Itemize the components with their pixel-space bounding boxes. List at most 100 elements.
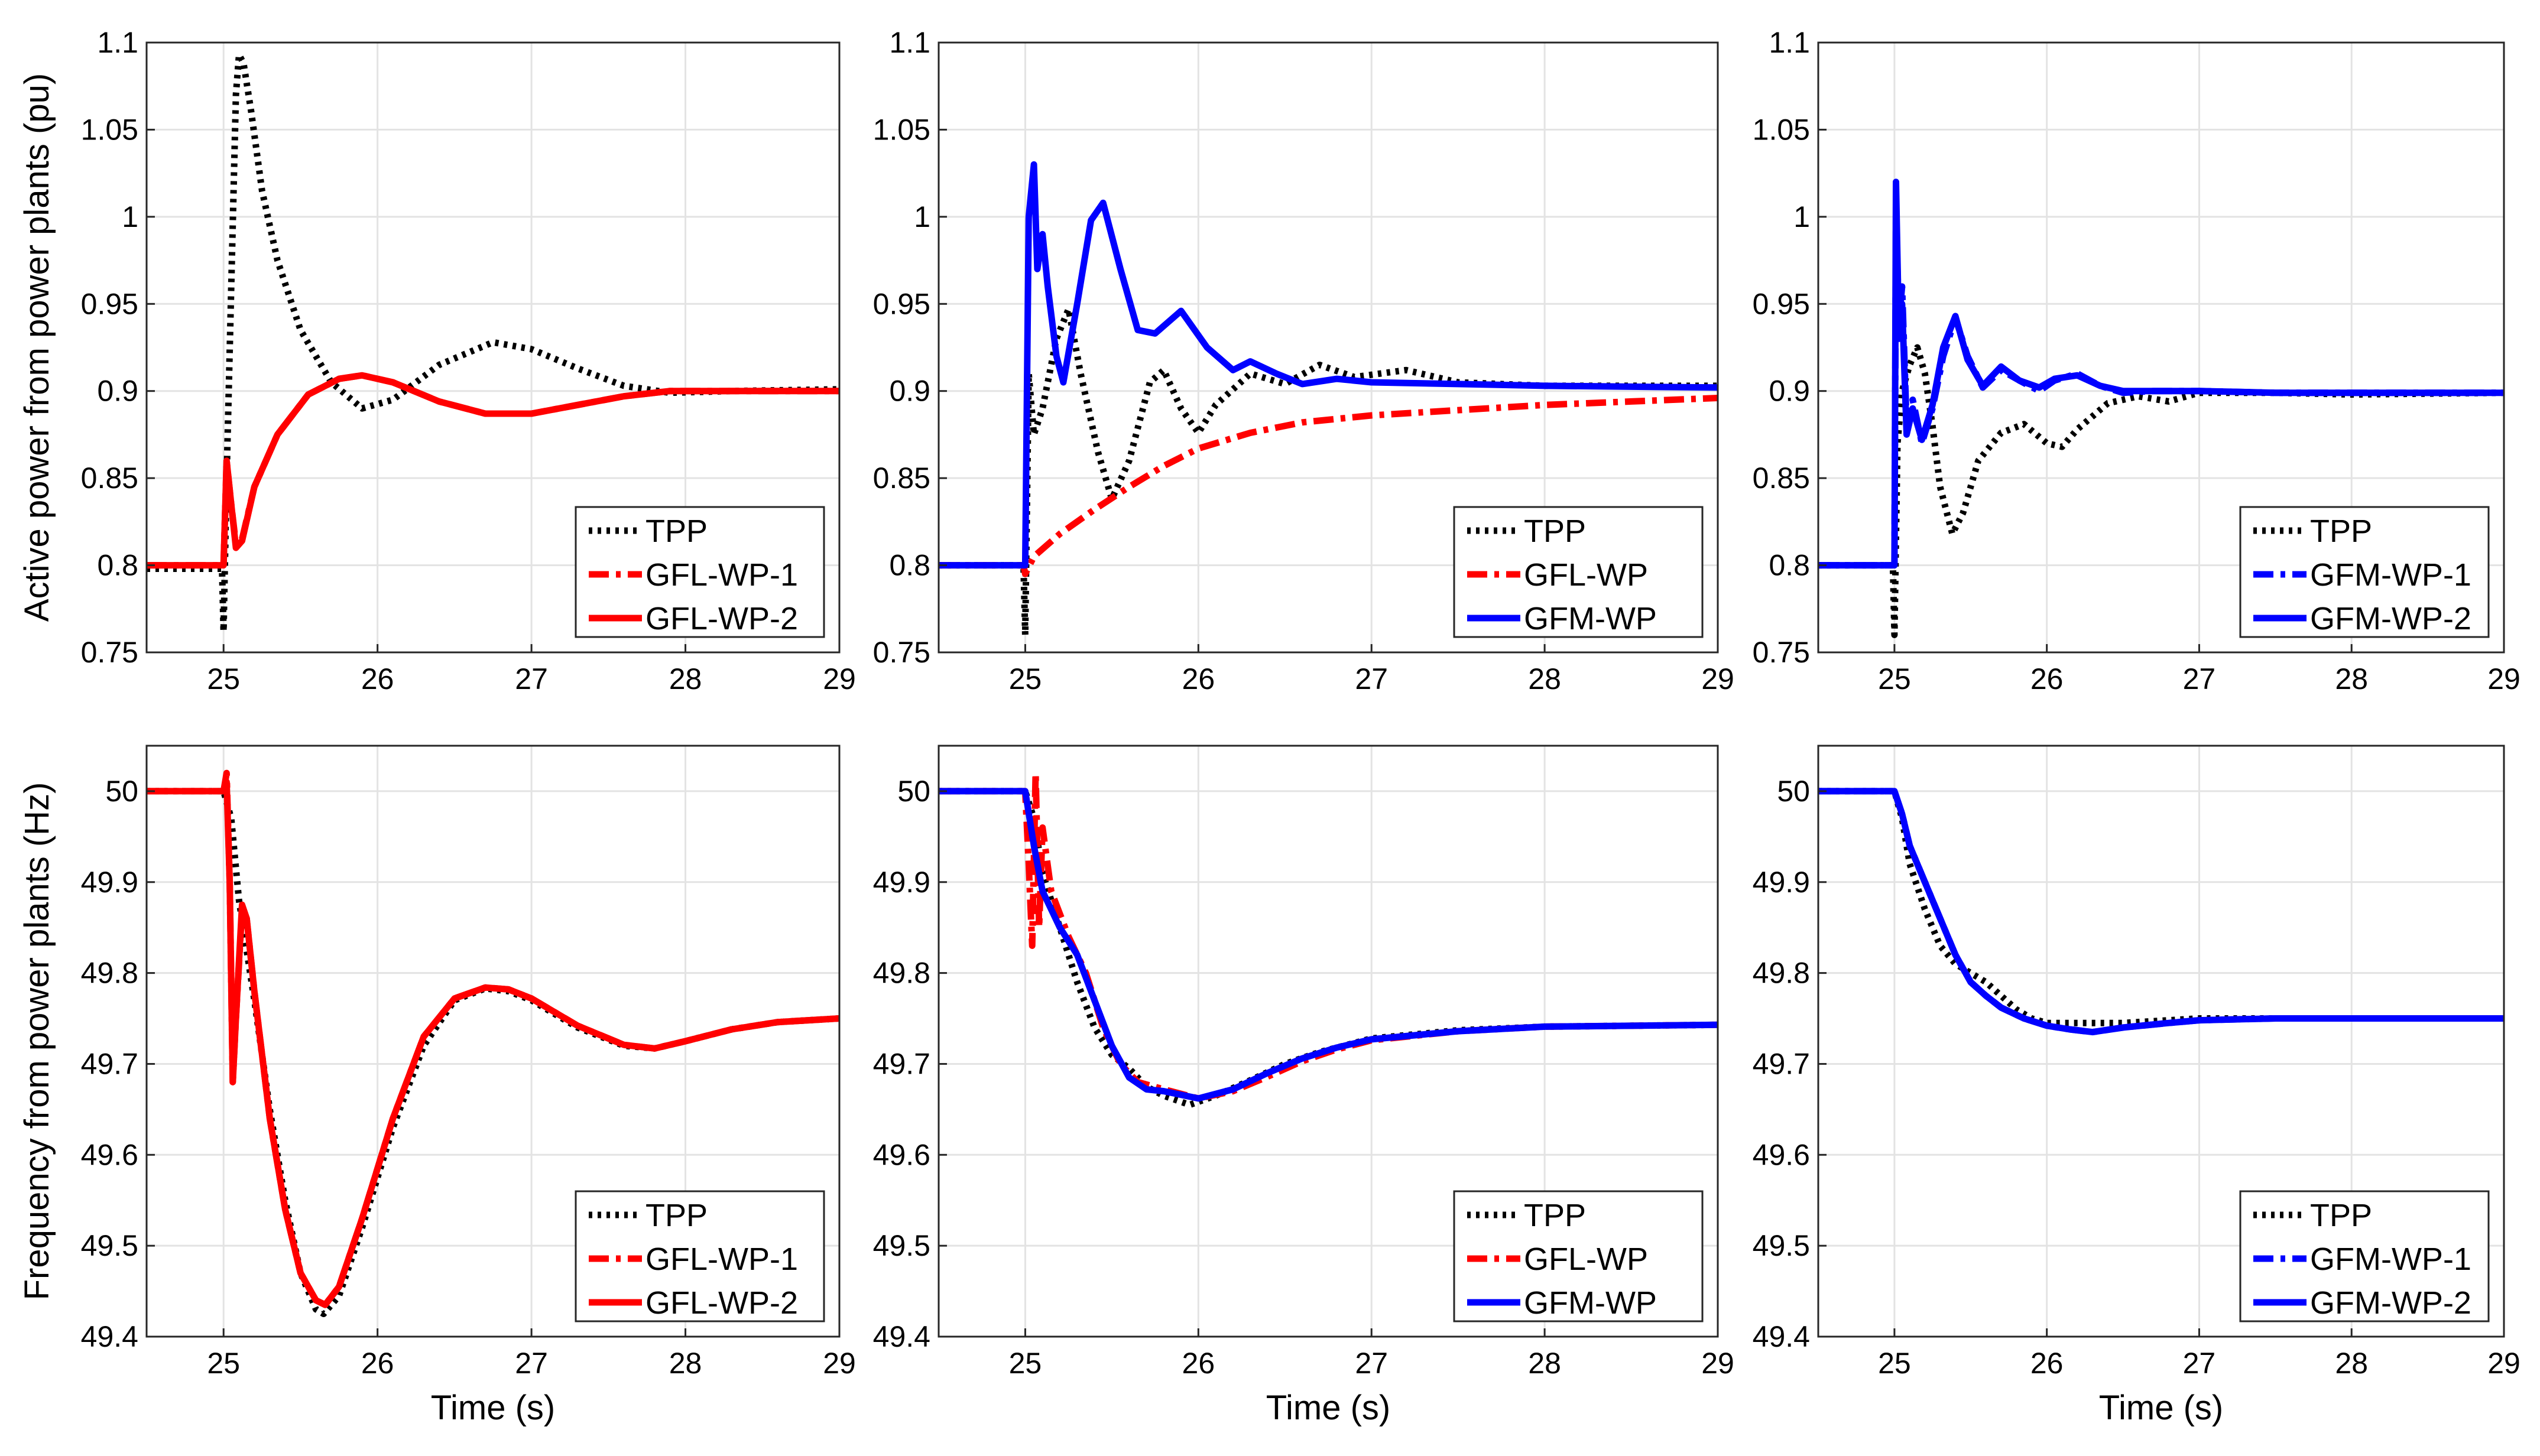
y-tick-label: 1 [914,200,930,233]
legend-label: TPP [645,1198,708,1233]
legend-label: TPP [2310,1198,2372,1233]
y-tick-label: 49.8 [81,957,138,990]
x-tick-label: 25 [1878,1347,1911,1380]
x-tick-label: 28 [2335,1347,2368,1380]
series-line-tpp [939,788,1718,1109]
series-line-gfl-wp-2 [147,779,839,1308]
x-axis-title: Time (s) [431,1389,555,1427]
chart-panel-bottom-right: 25 26 27 28 29 49.4 49.5 49.6 49.7 49.8 49.9 50 Time… [1753,745,2520,1427]
y-tick-label: 0.85 [1753,462,1810,495]
y-tick-label: 0.95 [873,287,930,320]
legend: TPP GFM-WP-1 GFM-WP-2 [2239,506,2490,638]
y-tick-label: 0.95 [81,287,138,320]
x-tick-label: 26 [2030,1347,2064,1380]
x-tick-label: 26 [361,662,394,696]
x-tick-label: 26 [1182,1347,1215,1380]
y-tick-label: 49.9 [81,866,138,899]
y-tick-label: 49.7 [1753,1047,1810,1080]
series-line-gfm-wp [939,788,1718,1102]
y-tick-label: 49.4 [1753,1320,1810,1353]
y-tick-label: 50 [105,775,138,808]
x-tick-label: 27 [515,1347,548,1380]
y-tick-label: 1.05 [873,113,930,146]
y-tick-label: 49.5 [873,1229,930,1262]
series-line-gfm-wp [939,161,1718,569]
x-tick-label: 25 [207,1347,240,1380]
series-line-tpp [939,306,1718,638]
x-tick-label: 28 [1528,1347,1561,1380]
y-tick-label: 0.75 [873,636,930,669]
y-tick-label: 1.1 [1769,26,1810,59]
y-tick-label: 0.9 [97,375,138,408]
legend-label: GFM-WP [1524,1285,1657,1321]
y-tick-label: 49.9 [1753,866,1810,899]
x-tick-label: 26 [1182,662,1215,696]
y-tick-label: 1.1 [889,26,930,59]
legend-label: TPP [645,514,708,549]
y-tick-label: 1.05 [81,113,138,146]
series-line-gfl-wp [939,395,1718,577]
legend-label: GFM-WP [1524,601,1657,636]
x-tick-label: 28 [2335,662,2368,696]
y-tick-label: 49.9 [873,866,930,899]
y-axis-title: Active power from power plants (pu) [18,73,56,622]
x-axis-title: Time (s) [1266,1389,1390,1427]
x-tick-label: 27 [1355,662,1388,696]
y-tick-label: 50 [897,775,930,808]
x-tick-label: 27 [515,662,548,696]
y-tick-label: 0.95 [1753,287,1810,320]
legend-label: GFM-WP-2 [2310,601,2471,636]
x-tick-label: 25 [1878,662,1911,696]
chart-panel-top-middle: 25 26 27 28 29 0.75 0.8 0.85 0.9 0.95 1 1.05 1.1 TPP G… [873,26,1734,696]
y-tick-label: 49.8 [873,957,930,990]
series-line-gfl-wp-2 [147,372,839,569]
y-tick-label: 0.8 [1769,549,1810,582]
legend-label: TPP [2310,514,2372,549]
legend-label: GFM-WP-2 [2310,1285,2471,1321]
legend-label: GFM-WP-1 [2310,557,2471,593]
plot-frame [1817,745,2505,1338]
y-tick-label: 0.85 [873,462,930,495]
x-tick-label: 29 [2487,1347,2520,1380]
y-tick-label: 49.7 [873,1047,930,1080]
x-tick-label: 26 [361,1347,394,1380]
y-tick-label: 50 [1777,775,1810,808]
y-tick-label: 0.85 [81,462,138,495]
x-tick-label: 29 [1701,662,1734,696]
y-tick-label: 49.6 [1753,1138,1810,1171]
legend: TPP GFM-WP-1 GFM-WP-2 [2239,1190,2490,1322]
series-group [939,769,1718,1109]
legend-label: TPP [1524,1198,1586,1233]
y-tick-label: 49.6 [81,1138,138,1171]
series-group [1818,788,2504,1036]
legend: TPP GFL-WP GFM-WP [1453,506,1704,638]
chart-panel-bottom-left: 25 26 27 28 29 49.4 49.5 49.6 49.7 49.8 49.9 50 Time… [18,745,856,1427]
plot-frame [938,41,1719,654]
y-tick-label: 0.9 [1769,375,1810,408]
y-tick-label: 1.1 [97,26,138,59]
y-tick-label: 49.8 [1753,957,1810,990]
x-tick-label: 29 [1701,1347,1734,1380]
y-tick-label: 49.4 [873,1320,930,1353]
y-tick-label: 1 [122,200,138,233]
x-tick-label: 28 [669,1347,702,1380]
legend-label: GFL-WP-2 [645,601,798,636]
series-group [147,769,839,1317]
y-axis-title: Frequency from power plants (Hz) [18,782,56,1301]
plot-frame [145,41,841,654]
y-tick-label: 0.75 [81,636,138,669]
chart-panel-bottom-middle: 25 26 27 28 29 49.4 49.5 49.6 49.7 49.8 49.9 50 Time… [873,745,1734,1427]
y-tick-label: 0.8 [889,549,930,582]
series-line-gfm-wp-2 [1818,178,2504,569]
x-axis-title: Time (s) [2099,1389,2223,1427]
y-tick-label: 49.6 [873,1138,930,1171]
y-tick-label: 1.05 [1753,113,1810,146]
y-tick-label: 49.5 [81,1229,138,1262]
legend-label: GFL-WP [1524,1242,1648,1277]
legend: TPP GFL-WP GFM-WP [1453,1190,1704,1322]
y-tick-label: 0.75 [1753,636,1810,669]
y-tick-label: 49.7 [81,1047,138,1080]
chart-panel-top-left: 25 26 27 28 29 0.75 0.8 0.85 0.9 0.95 1 1.05 1.1 Acti… [18,26,856,696]
x-tick-label: 29 [823,1347,856,1380]
